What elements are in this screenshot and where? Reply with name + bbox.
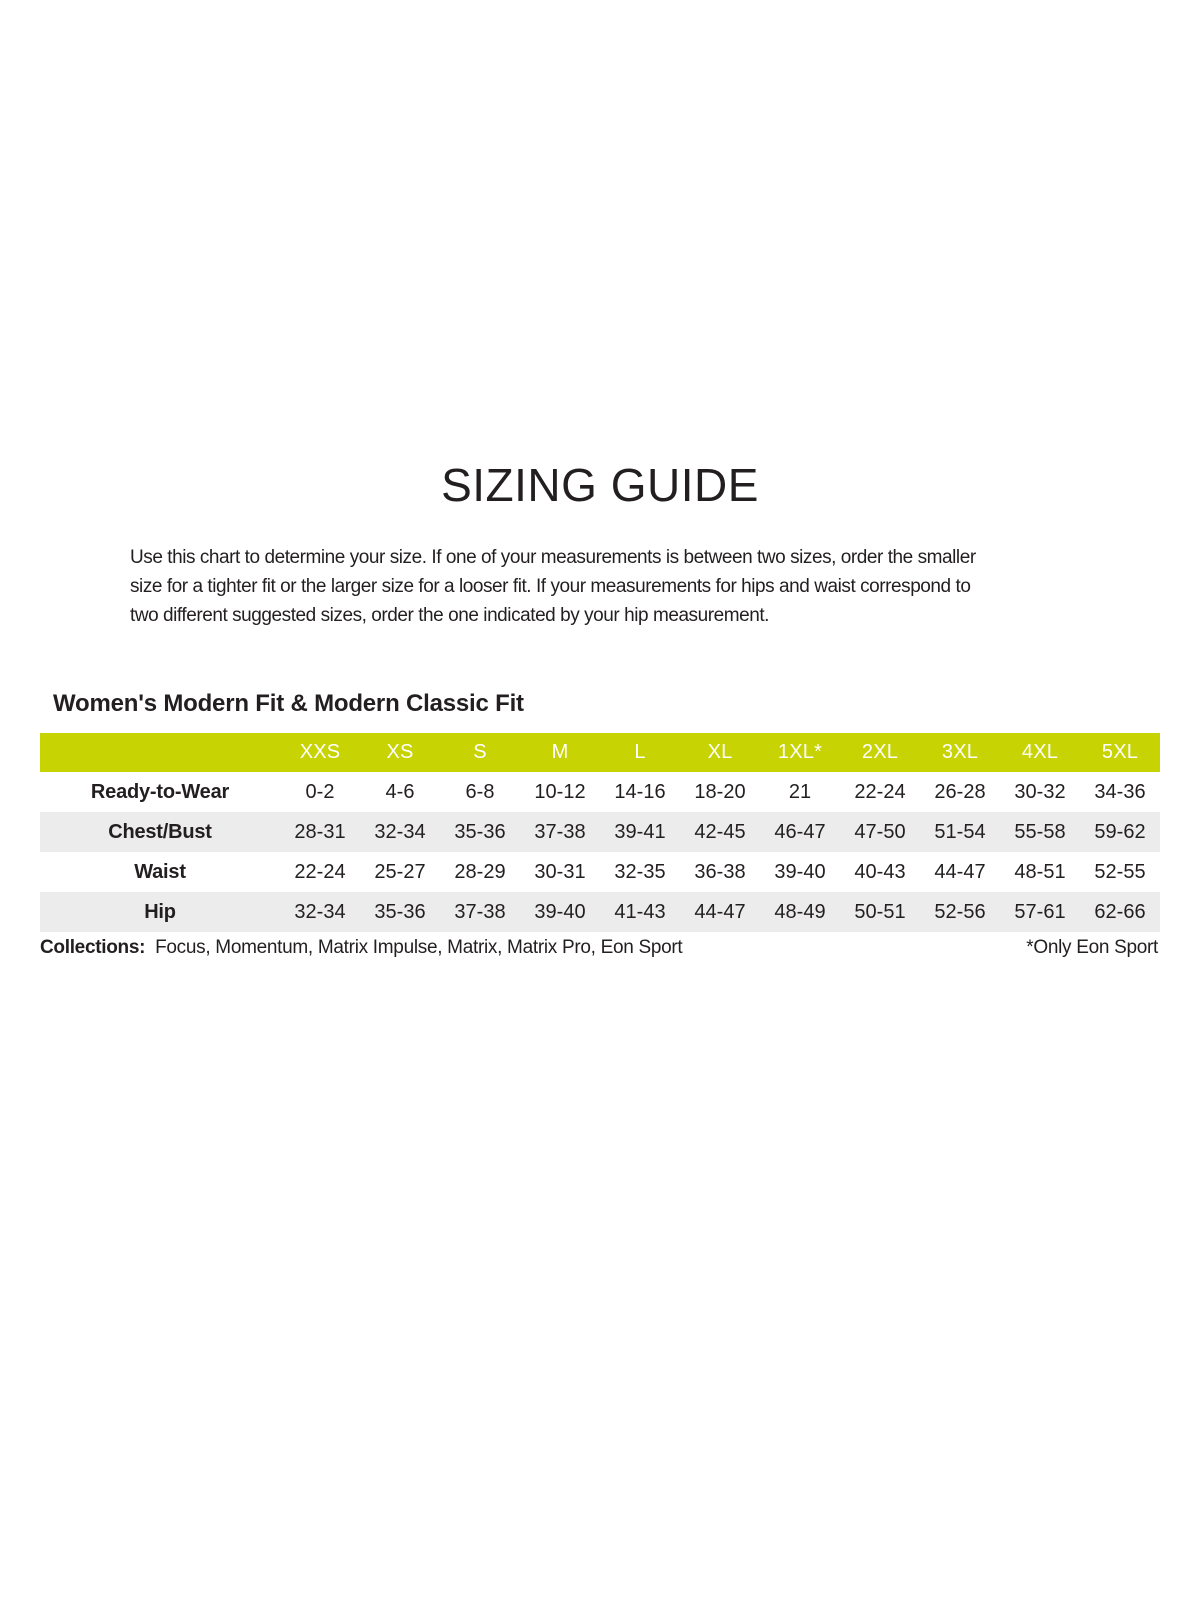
- table-row: Ready-to-Wear 0-2 4-6 6-8 10-12 14-16 18-20 21 2…: [40, 772, 1160, 812]
- size-cell: 6-8: [465, 780, 495, 803]
- page-title: SIZING GUIDE: [441, 459, 759, 511]
- size-column-header: 2XL: [840, 733, 920, 772]
- size-cell: 18-20: [694, 780, 746, 803]
- collections-note: Collections: Focus, Momentum, Matrix Imp…: [40, 937, 683, 959]
- size-cell: 46-47: [774, 820, 826, 843]
- size-cell: 48-49: [774, 900, 826, 923]
- size-cell: 32-34: [374, 820, 426, 843]
- table-row: Hip 32-34 35-36 37-38 39-40 41-43 44-47 48-49 50…: [40, 892, 1160, 932]
- size-cell: 55-58: [1014, 820, 1066, 843]
- row-label: Hip: [144, 900, 176, 923]
- row-label: Chest/Bust: [108, 820, 212, 843]
- size-cell: 52-56: [934, 900, 986, 923]
- size-cell: 62-66: [1094, 900, 1146, 923]
- row-label: Waist: [134, 860, 186, 883]
- size-column-header: XS: [360, 733, 440, 772]
- collections-list: Focus, Momentum, Matrix Impulse, Matrix,…: [155, 937, 683, 958]
- size-column-header: L: [600, 733, 680, 772]
- size-column-header: M: [520, 733, 600, 772]
- size-cell: 22-24: [294, 860, 346, 883]
- size-cell: 51-54: [934, 820, 986, 843]
- size-cell: 41-43: [614, 900, 666, 923]
- sizing-table-container: XXS XS S M L XL 1XL* 2XL 3XL 4XL 5XL Ready-to-Wear…: [40, 733, 1160, 932]
- size-cell: 42-45: [694, 820, 746, 843]
- size-cell: 48-51: [1014, 860, 1066, 883]
- size-column-header: 4XL: [1000, 733, 1080, 772]
- size-cell: 39-40: [534, 900, 586, 923]
- size-cell: 28-31: [294, 820, 346, 843]
- size-cell: 39-40: [774, 860, 826, 883]
- size-cell: 37-38: [534, 820, 586, 843]
- row-label: Ready-to-Wear: [90, 780, 230, 803]
- table-row: Chest/Bust 28-31 32-34 35-36 37-38 39-41 42-45…: [40, 812, 1160, 852]
- size-cell: 35-36: [454, 820, 506, 843]
- size-cell: 52-55: [1094, 860, 1146, 883]
- size-cell: 10-12: [534, 780, 586, 803]
- size-cell: 28-29: [454, 860, 506, 883]
- size-cell: 26-28: [934, 780, 986, 803]
- size-column-header: 5XL: [1080, 733, 1160, 772]
- size-column-header: XL: [680, 733, 760, 772]
- size-cell: 25-27: [374, 860, 426, 883]
- size-cell: 39-41: [614, 820, 666, 843]
- size-cell: 36-38: [694, 860, 746, 883]
- table-row: Waist 22-24 25-27 28-29 30-31 32-35 36-38 39-40…: [40, 852, 1160, 892]
- table-footer: Collections: Focus, Momentum, Matrix Imp…: [40, 937, 1158, 959]
- size-cell: 22-24: [854, 780, 906, 803]
- footnote: *Only Eon Sport: [1026, 937, 1158, 958]
- size-cell: 57-61: [1014, 900, 1066, 923]
- size-cell: 47-50: [854, 820, 906, 843]
- size-cell: 35-36: [374, 900, 426, 923]
- intro-paragraph: Use this chart to determine your size. I…: [130, 547, 976, 626]
- size-cell: 34-36: [1094, 780, 1146, 803]
- size-cell: 4-6: [385, 780, 415, 803]
- corner-cell: [40, 733, 280, 772]
- size-column-header: 1XL*: [760, 733, 840, 772]
- size-cell: 44-47: [694, 900, 746, 923]
- size-cell: 40-43: [854, 860, 906, 883]
- size-cell: 44-47: [934, 860, 986, 883]
- sizing-table: XXS XS S M L XL 1XL* 2XL 3XL 4XL 5XL Ready-to-Wear…: [40, 733, 1160, 932]
- size-cell: 32-34: [294, 900, 346, 923]
- size-cell: 37-38: [454, 900, 506, 923]
- size-cell: 50-51: [854, 900, 906, 923]
- size-column-header: XXS: [280, 733, 360, 772]
- size-cell: 30-32: [1014, 780, 1066, 803]
- size-cell: 59-62: [1094, 820, 1146, 843]
- section-heading: Women's Modern Fit & Modern Classic Fit: [53, 690, 524, 717]
- size-cell: 14-16: [614, 780, 666, 803]
- size-cell: 21: [788, 780, 812, 803]
- size-cell: 32-35: [614, 860, 666, 883]
- size-cell: 30-31: [534, 860, 586, 883]
- size-header-row: XXS XS S M L XL 1XL* 2XL 3XL 4XL 5XL: [40, 733, 1160, 772]
- size-column-header: S: [440, 733, 520, 772]
- collections-label: Collections:: [40, 937, 146, 958]
- size-cell: 0-2: [305, 780, 335, 803]
- size-column-header: 3XL: [920, 733, 1000, 772]
